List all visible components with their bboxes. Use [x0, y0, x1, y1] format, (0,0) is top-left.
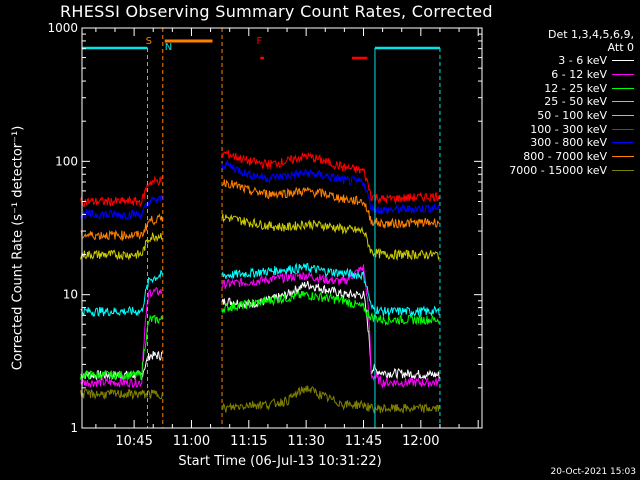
series-line-6	[80, 160, 440, 221]
legend-swatch-0	[612, 60, 634, 62]
series-line-1	[80, 264, 440, 389]
x-tick-label-1: 11:00	[173, 434, 210, 449]
series-line-8	[80, 385, 440, 414]
series-line-3	[80, 262, 440, 317]
x-axis-label: Start Time (06-Jul-13 10:31:22)	[178, 454, 382, 469]
generated-timestamp: 20-Oct-2021 15:03	[550, 467, 636, 477]
legend-label-8: 7000 - 15000 keV	[509, 163, 607, 177]
legend-swatch-1	[612, 74, 634, 76]
legend-label-0: 3 - 6 keV	[558, 54, 607, 68]
legend-label-2: 12 - 25 keV	[544, 81, 607, 95]
series-line-5	[80, 149, 440, 208]
series-line-2	[80, 290, 440, 382]
x-tick-label-3: 11:30	[287, 434, 324, 449]
legend-entry-3: 25 - 50 keV	[474, 95, 634, 109]
legend-header-1: Det 1,3,4,5,6,9,	[547, 28, 634, 41]
legend-label-7: 800 - 7000 keV	[523, 150, 607, 164]
legend-swatch-5	[612, 128, 634, 130]
y-tick-label-1: 10	[63, 288, 78, 302]
annotation-label-n: N	[165, 42, 172, 53]
series-line-4	[80, 213, 440, 261]
chart-title: RHESSI Observing Summary Count Rates, Co…	[60, 2, 493, 21]
legend-swatch-6	[612, 142, 634, 144]
legend-entry-2: 12 - 25 keV	[474, 81, 634, 95]
legend-entry-6: 300 - 800 keV	[474, 136, 634, 150]
legend-header-2: Att 0	[607, 41, 634, 54]
legend-label-6: 300 - 800 keV	[530, 136, 607, 150]
x-tick-label-5: 12:00	[402, 434, 439, 449]
legend-swatch-2	[612, 87, 634, 89]
plot-frame	[81, 27, 483, 429]
legend-entry-4: 50 - 100 keV	[474, 109, 634, 123]
annotation-label-s: S	[146, 36, 152, 47]
legend-entry-8: 7000 - 15000 keV	[474, 164, 634, 178]
legend-swatch-4	[612, 115, 634, 117]
y-tick-label-2: 100	[55, 154, 78, 168]
legend-swatch-8	[612, 169, 634, 171]
annotation-label-f: F	[256, 36, 262, 47]
legend-entry-5: 100 - 300 keV	[474, 122, 634, 136]
x-tick-label-4: 11:45	[345, 434, 382, 449]
legend-label-1: 6 - 12 keV	[551, 68, 607, 82]
y-tick-label-3: 1000	[47, 21, 78, 35]
legend-label-3: 25 - 50 keV	[544, 95, 607, 109]
y-tick-label-0: 1	[70, 421, 78, 435]
legend: Det 1,3,4,5,6,9, Att 0 3 - 6 keV 6 - 12 k…	[474, 28, 634, 177]
legend-entry-1: 6 - 12 keV	[474, 68, 634, 82]
legend-entry-7: 800 - 7000 keV	[474, 150, 634, 164]
legend-swatch-7	[612, 156, 634, 158]
legend-label-5: 100 - 300 keV	[530, 122, 607, 136]
series-line-0	[80, 280, 440, 381]
legend-swatch-3	[612, 101, 634, 103]
x-tick-label-2: 11:15	[230, 434, 267, 449]
legend-entry-0: 3 - 6 keV	[474, 54, 634, 68]
legend-label-4: 50 - 100 keV	[537, 109, 607, 123]
x-tick-label-0: 10:45	[115, 434, 152, 449]
y-axis-label: Corrected Count Rate (s⁻¹ detector⁻¹)	[10, 125, 26, 371]
series-line-7	[80, 179, 440, 242]
